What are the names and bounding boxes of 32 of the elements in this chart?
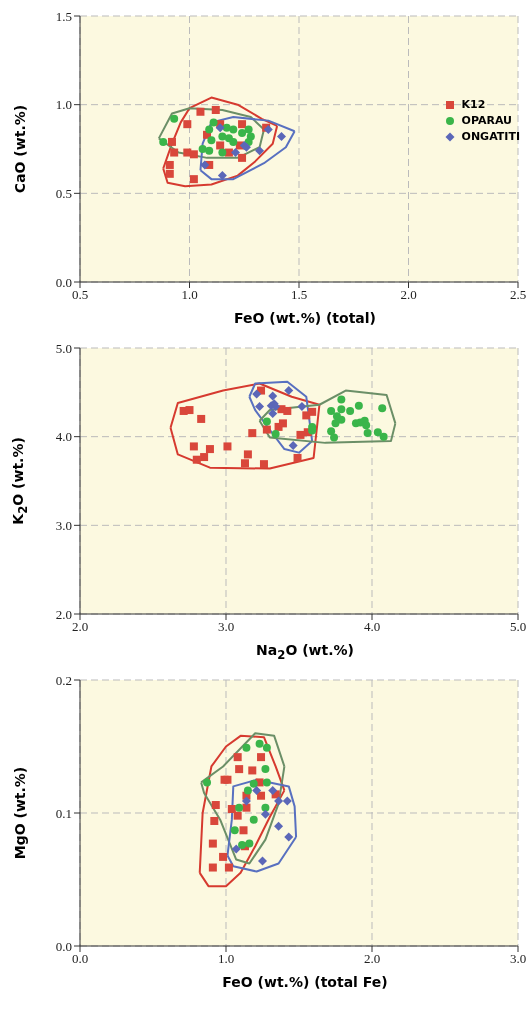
x-axis-title: Na$_{2}$O (wt.%) [255,642,355,662]
x-tick-label: 1.5 [290,287,308,303]
y-tick-label: 4.0 [55,429,72,445]
y-tick-label: 5.0 [55,340,72,356]
x-tick-label: 0.5 [71,287,89,303]
x-tick-label: 2.0 [71,619,89,635]
x-axis-title: FeO (wt.%) (total Fe) [221,974,389,990]
x-tick-label: 1.0 [181,287,198,303]
y-tick-label: 1.5 [55,8,72,24]
y-tick-label: 0.1 [55,805,72,821]
x-axis-title: FeO (wt.%) (total) [233,310,377,326]
x-tick-label: 5.0 [509,619,527,635]
x-tick-label: 2.0 [363,951,381,967]
y-axis-title: MgO (wt.%) [12,766,28,860]
x-tick-label: 0.0 [71,951,89,967]
y-tick-label: 0.2 [55,672,72,688]
y-tick-label: 3.0 [55,517,72,533]
x-tick-label: 2.5 [509,287,527,303]
legend-label: OPARAU [461,114,513,127]
x-tick-label: 1.0 [217,951,235,967]
x-tick-label: 2.0 [400,287,417,303]
x-tick-label: 3.0 [217,619,235,635]
legend-label: K12 [461,98,486,111]
y-tick-label: 0.5 [55,185,72,201]
y-tick-label: 0.0 [55,274,72,290]
x-tick-label: 3.0 [509,951,527,967]
y-tick-label: 1.0 [55,97,72,113]
x-tick-label: 4.0 [363,619,381,635]
y-tick-label: 2.0 [55,606,72,622]
legend-label: ONGATITI [461,130,520,143]
y-tick-label: 0.0 [55,938,72,954]
y-axis-title: CaO (wt.%) [12,104,29,194]
